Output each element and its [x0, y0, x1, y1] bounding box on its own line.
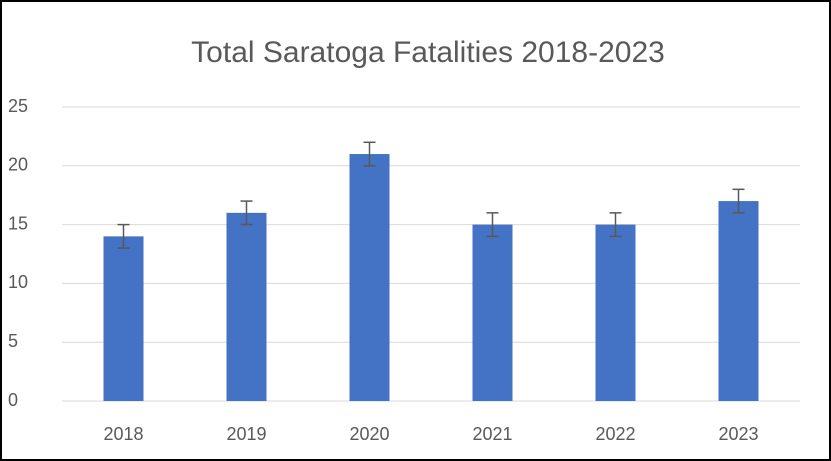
bar	[226, 212, 267, 401]
x-tick-label: 2018	[103, 424, 143, 444]
y-tick-label: 0	[8, 390, 18, 410]
error-bar	[240, 200, 253, 226]
bar	[103, 236, 144, 401]
y-tick-label: 25	[8, 96, 28, 116]
chart-title: Total Saratoga Fatalities 2018-2023	[191, 36, 665, 69]
bar	[718, 201, 759, 401]
bar	[472, 224, 513, 401]
x-tick-label: 2021	[472, 424, 512, 444]
error-bar	[486, 212, 499, 238]
y-tick-label: 20	[8, 155, 28, 175]
bar	[595, 224, 636, 401]
x-tick-label: 2022	[595, 424, 635, 444]
error-bar	[732, 188, 745, 214]
x-tick-label: 2023	[718, 424, 758, 444]
error-bar	[363, 141, 376, 167]
y-tick-label: 10	[8, 272, 28, 292]
error-bar	[117, 223, 130, 249]
y-tick-label: 15	[8, 213, 28, 233]
y-tick-label: 5	[8, 331, 18, 351]
x-tick-label: 2019	[226, 424, 266, 444]
x-tick-label: 2020	[349, 424, 389, 444]
bar	[349, 154, 390, 401]
error-bar	[609, 212, 622, 238]
